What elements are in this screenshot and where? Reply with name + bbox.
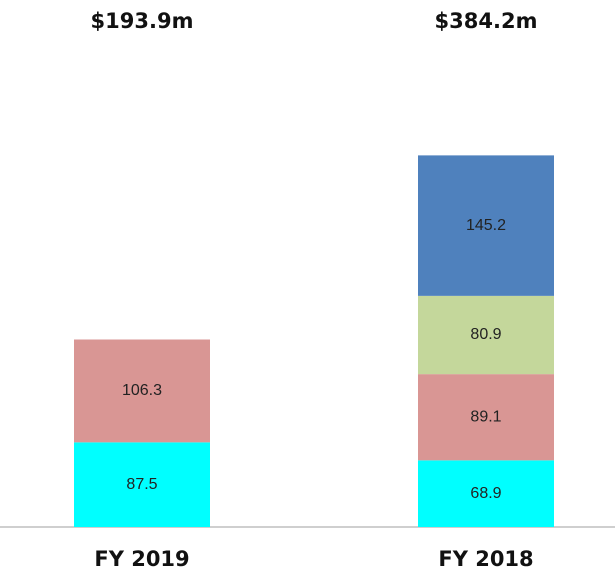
data-label: 87.5 [126, 476, 157, 493]
bar-segment [418, 460, 554, 527]
data-label: 106.3 [122, 382, 162, 399]
bar-segment [418, 295, 554, 375]
data-label: 68.9 [470, 485, 501, 502]
bar-segment [74, 339, 210, 443]
bar-segment [418, 155, 554, 296]
data-label: 89.1 [470, 408, 501, 425]
x-tick-label: FY 2019 [94, 547, 189, 571]
x-tick-label: FY 2018 [438, 547, 533, 571]
data-label: 80.9 [470, 326, 501, 343]
total-label: $193.9m [91, 9, 194, 33]
data-label: 145.2 [466, 217, 506, 234]
total-label: $384.2m [435, 9, 538, 33]
bar-segment [418, 374, 554, 461]
bar-segment [74, 442, 210, 527]
